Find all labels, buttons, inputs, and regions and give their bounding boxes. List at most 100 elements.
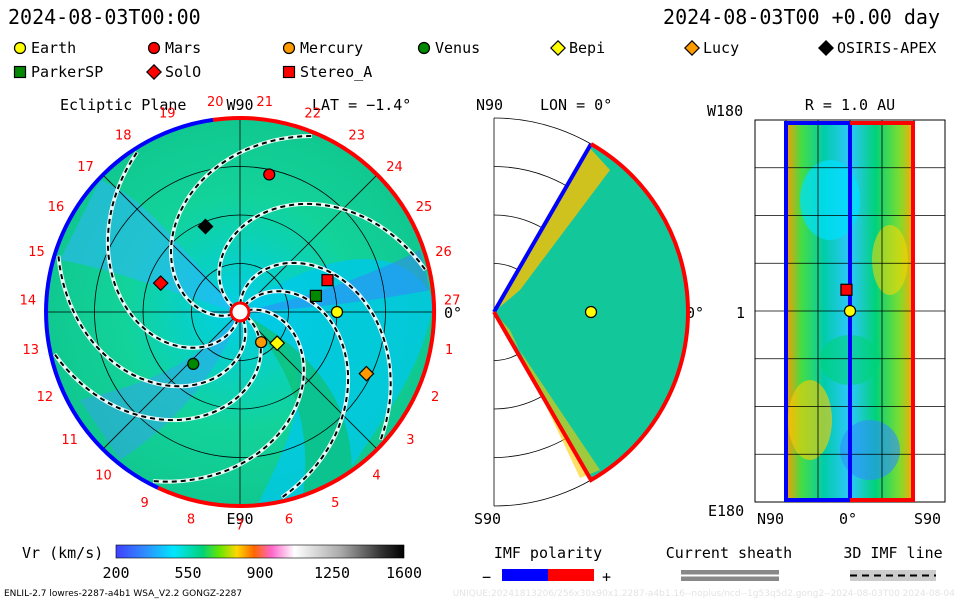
radial-x-mid: 0°: [839, 510, 857, 528]
carrington-label-25: 25: [416, 200, 433, 215]
meridional-rim-south: [492, 142, 690, 483]
ecliptic-bottom-label: E90: [226, 510, 253, 528]
colorbar-tick-200: 200: [102, 564, 129, 582]
header-right-time: 2024-08-03T00 +0.00 day: [663, 5, 940, 29]
ecliptic-imf-line-7: [153, 308, 305, 483]
legend-marker-mercury: [282, 41, 296, 55]
imf-polarity-pos: [548, 569, 594, 581]
ecliptic-lat-label: LAT = −1.4°: [312, 96, 411, 114]
meridional-hot-band: [494, 146, 610, 312]
legend-item-venus: Venus: [417, 39, 480, 57]
carrington-label-23: 23: [348, 129, 365, 144]
legend-marker-stereo-a: [282, 65, 296, 79]
ecliptic-grid: [46, 118, 434, 506]
carrington-label-8: 8: [187, 513, 195, 528]
radial-body-stereo-a: [840, 283, 853, 296]
ecliptic-body-stereo-a: [321, 274, 334, 287]
ecliptic-body-venus: [187, 357, 200, 371]
ecliptic-polarity-rim: [44, 116, 437, 508]
ecliptic-body-parkersp: [309, 289, 323, 302]
legend-label-mercury: Mercury: [300, 39, 363, 57]
carrington-label-15: 15: [28, 245, 45, 260]
legend-label-mars: Mars: [165, 39, 201, 57]
carrington-label-7: 7: [236, 518, 244, 533]
legend: Earth Mars Mercury Venus Bepi Lucy OSIRIS-APEX…: [13, 39, 936, 81]
carrington-label-1: 1: [445, 343, 453, 358]
carrington-label-11: 11: [61, 433, 78, 448]
meridional-panel: N90 LON = 0° S90 0°: [474, 96, 704, 528]
radial-top-left: W180: [707, 102, 743, 120]
header-left-time: 2024-08-03T00:00: [8, 5, 201, 29]
legend-label-earth: Earth: [31, 39, 76, 57]
legend-item-stereo-a: Stereo_A: [282, 63, 372, 81]
legend-marker-parkersp: [13, 65, 27, 79]
ecliptic-zero-label: 0°: [444, 304, 462, 322]
colorbar-tick-1250: 1250: [314, 564, 350, 582]
radial-bottom-left: E180: [708, 502, 744, 520]
ecliptic-imf-line-2: [218, 202, 427, 309]
legend-label-bepi: Bepi: [569, 39, 605, 57]
legend-marker-osiris-apex: [818, 40, 834, 56]
ecliptic-imf-line-8: [243, 290, 350, 499]
carrington-label-3: 3: [406, 433, 414, 448]
imf-line-label: 3D IMF line: [843, 544, 942, 562]
current-sheath-key: Current sheath: [666, 544, 792, 581]
legend-item-lucy: Lucy: [684, 39, 739, 57]
radial-panel: R = 1.0 AU W180 1 E180 N90 0° S90: [707, 96, 946, 528]
carrington-label-21: 21: [256, 95, 273, 110]
meridional-bottom-label: S90: [474, 510, 501, 528]
legend-label-stereo-a: Stereo_A: [300, 63, 372, 81]
legend-item-solo: SolO: [146, 63, 201, 81]
carrington-label-6: 6: [285, 513, 293, 528]
carrington-label-9: 9: [141, 496, 149, 511]
ecliptic-body-osiris-apex: [197, 218, 214, 235]
radial-structures: [788, 160, 908, 480]
carrington-label-12: 12: [37, 390, 54, 405]
imf-polarity-minus: −: [482, 568, 491, 586]
ecliptic-rim-positive: [157, 116, 437, 508]
legend-label-parkersp: ParkerSP: [31, 63, 103, 81]
legend-item-mars: Mars: [147, 39, 201, 57]
carrington-label-19: 19: [159, 106, 176, 121]
legend-marker-lucy: [684, 40, 700, 56]
ecliptic-top-label: W90: [226, 96, 253, 114]
legend-label-solo: SolO: [165, 63, 201, 81]
ecliptic-body-solo: [152, 275, 169, 292]
meridional-zero-label: 0°: [686, 304, 704, 322]
ecliptic-body-mercury: [255, 336, 268, 349]
meridional-rim-north: [492, 142, 593, 314]
imf-line-key: 3D IMF line: [843, 544, 943, 581]
legend-marker-bepi: [550, 40, 566, 56]
footer-right: UNIQUE:20241813206/256x30x90x1.2287-a4b1…: [453, 589, 956, 599]
meridional-lon-label: LON = 0°: [540, 96, 612, 114]
ecliptic-imf-line-4: [106, 151, 239, 349]
imf-polarity-neg: [502, 569, 548, 581]
colorbar-ticks: 200 550 900 1250 1600: [102, 564, 422, 582]
meridional-hot-band-2: [494, 312, 600, 478]
colorbar-tick-900: 900: [246, 564, 273, 582]
radial-bodies: [840, 283, 857, 318]
imf-polarity-key: IMF polarity − +: [482, 544, 611, 586]
carrington-label-26: 26: [435, 245, 452, 260]
meridional-bodies: [584, 305, 598, 319]
ecliptic-imf-line-1: [239, 261, 392, 441]
legend-item-parkersp: ParkerSP: [13, 63, 103, 81]
legend-marker-solo: [146, 64, 162, 80]
imf-polarity-plus: +: [602, 568, 611, 586]
legend-marker-venus: [417, 41, 431, 55]
legend-label-lucy: Lucy: [703, 39, 739, 57]
radial-r-label: R = 1.0 AU: [805, 96, 895, 114]
carrington-label-22: 22: [304, 106, 321, 121]
carrington-label-16: 16: [48, 200, 65, 215]
carrington-label-10: 10: [95, 469, 112, 484]
carrington-label-2: 2: [431, 390, 439, 405]
carrington-label-18: 18: [115, 129, 132, 144]
meridional-top-label: N90: [476, 96, 503, 114]
legend-item-osiris-apex: OSIRIS-APEX: [818, 39, 936, 57]
legend-label-osiris-apex: OSIRIS-APEX: [837, 39, 936, 57]
ecliptic-imf-line-5: [57, 255, 247, 388]
ecliptic-panel: Ecliptic Plane W90 LAT = −1.4° E90 0° 19…: [20, 95, 462, 533]
imf-polarity-label: IMF polarity: [494, 544, 602, 562]
ecliptic-imf-line-3: [170, 135, 312, 317]
